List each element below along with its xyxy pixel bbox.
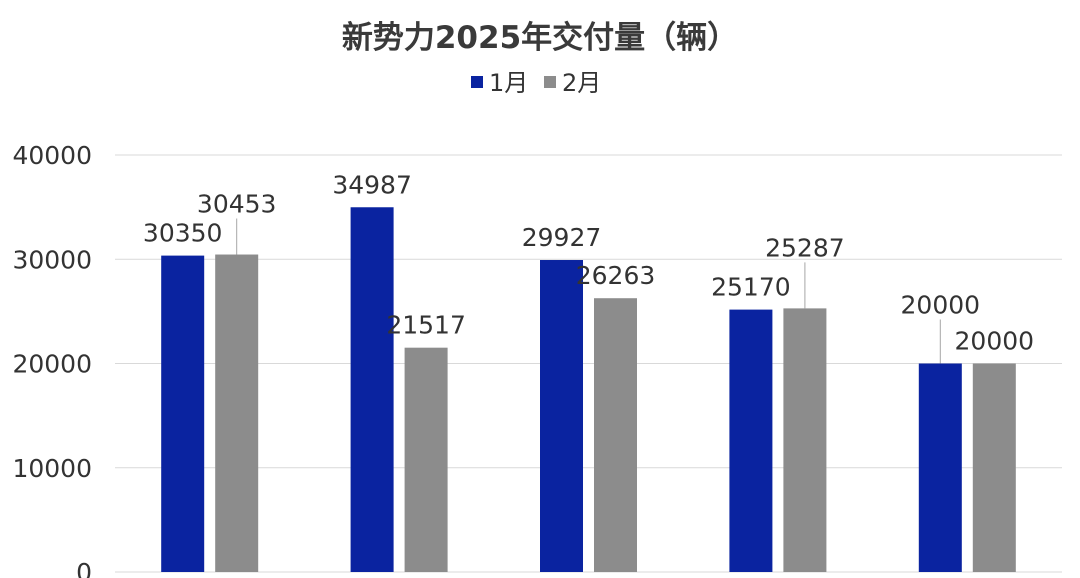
y-tick-label: 40000 <box>12 141 92 170</box>
legend-swatch-series-1 <box>471 76 483 88</box>
legend-label-series-2: 2月 <box>562 69 601 97</box>
legend-swatch-series-2 <box>544 76 556 88</box>
bars <box>161 207 1016 573</box>
data-label-series-1: 20000 <box>901 291 981 320</box>
gridlines <box>115 154 1062 573</box>
data-label-series-2: 20000 <box>955 327 1035 356</box>
bar-series-1 <box>350 207 394 572</box>
data-label-series-1: 30350 <box>143 219 223 248</box>
chart-title: 新势力2025年交付量（辆） <box>342 20 738 56</box>
bar-series-1 <box>918 363 962 572</box>
y-tick-label: 0 <box>76 558 92 578</box>
legend: 1月 2月 <box>471 69 601 97</box>
data-label-series-2: 25287 <box>765 233 845 262</box>
bar-series-2 <box>594 298 637 572</box>
bar-series-2 <box>404 347 448 572</box>
y-axis-tick-labels: 0 10000 20000 30000 40000 <box>12 141 92 578</box>
bar-series-1 <box>540 260 583 572</box>
bar-series-1 <box>729 309 773 572</box>
bar-series-2 <box>215 254 259 573</box>
y-tick-label: 20000 <box>12 350 92 379</box>
y-tick-label: 10000 <box>12 454 92 483</box>
data-label-series-2: 26263 <box>576 261 656 290</box>
bar-series-1 <box>161 255 205 572</box>
data-label-series-2: 30453 <box>197 190 277 219</box>
data-label-series-2: 21517 <box>386 311 466 340</box>
data-label-series-1: 34987 <box>332 170 412 199</box>
data-label-series-1: 25170 <box>711 273 791 302</box>
y-tick-label: 30000 <box>12 245 92 274</box>
bar-series-2 <box>783 308 827 572</box>
data-label-series-1: 29927 <box>522 223 602 252</box>
leader-lines <box>236 218 941 364</box>
legend-label-series-1: 1月 <box>489 69 528 97</box>
bar-series-2 <box>972 363 1016 572</box>
